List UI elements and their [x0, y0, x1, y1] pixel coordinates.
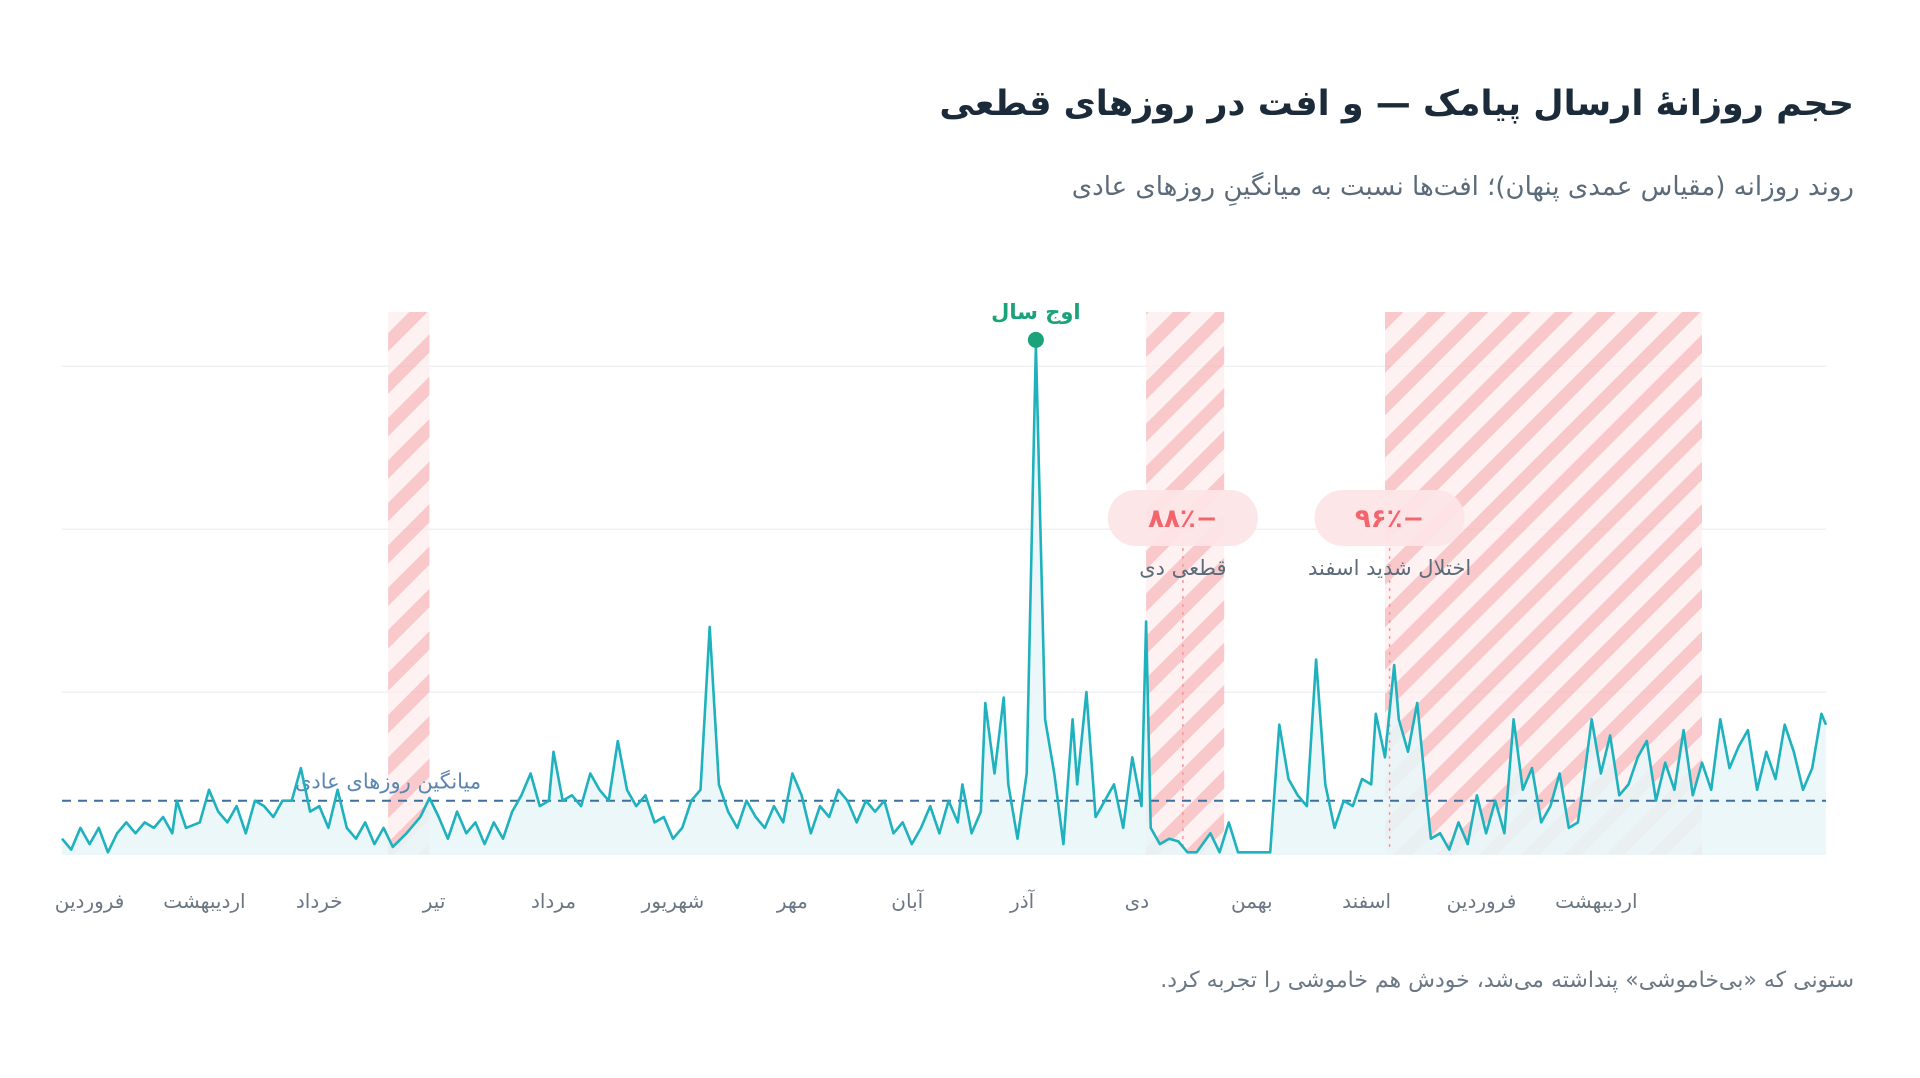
month-label: شهریور [641, 889, 705, 913]
annotations: −۸۸٪ قطعی دی −۹۶٪ اختلال شدید اسفند [1107, 490, 1471, 849]
month-label: آذر [1009, 888, 1036, 913]
month-label: خرداد [296, 889, 343, 913]
month-label: اردیبهشت [1555, 889, 1637, 913]
average-line-group: میانگین روزهای عادی [62, 770, 1826, 802]
series-area-fill [62, 344, 1826, 855]
chart-subtitle: روند روزانه (مقیاس عمدی پنهان)؛ افت‌ها ن… [1071, 172, 1854, 202]
peak-label: اوج سال [991, 300, 1080, 325]
annotation-badge-text: −۸۸٪ [1148, 504, 1217, 534]
month-label: اسفند [1342, 889, 1391, 913]
peak-annotation: اوج سال [991, 300, 1081, 348]
x-axis-labels: فروردین اردیبهشت خرداد تیر مرداد شهریور مهر آبا… [55, 888, 1638, 913]
series-line-group [61, 343, 1828, 854]
series-line [61, 343, 1828, 854]
month-label: تیر [422, 889, 446, 913]
chart-title: حجم روزانهٔ ارسال پیامک — و افت در روزها… [939, 84, 1854, 124]
average-label: میانگین روزهای عادی [295, 770, 481, 794]
month-label: آبان [891, 888, 924, 913]
month-label: دی [1125, 889, 1150, 913]
month-label: مهر [776, 889, 808, 913]
annotation-label: قطعی دی [1139, 556, 1226, 580]
annotation-badge [1314, 490, 1465, 546]
chart-footnote: ستونی که «بی‌خاموشی» پنداشته می‌شد، خودش… [1160, 968, 1854, 993]
annotation-label: اختلال شدید اسفند [1308, 556, 1471, 580]
peak-marker [1027, 331, 1044, 348]
month-label: فروردین [55, 889, 125, 913]
month-label: بهمن [1231, 889, 1273, 913]
annotation-badge [1107, 490, 1258, 546]
month-label: اردیبهشت [163, 889, 245, 913]
annotation-badge-text: −۹۶٪ [1355, 504, 1424, 534]
outage-band [1146, 312, 1225, 855]
outage-bands [388, 312, 1702, 855]
outage-band [1385, 312, 1702, 855]
month-label: مرداد [531, 889, 576, 913]
series-area [62, 344, 1826, 855]
outage-band [388, 312, 430, 855]
month-label: فروردین [1447, 889, 1517, 913]
